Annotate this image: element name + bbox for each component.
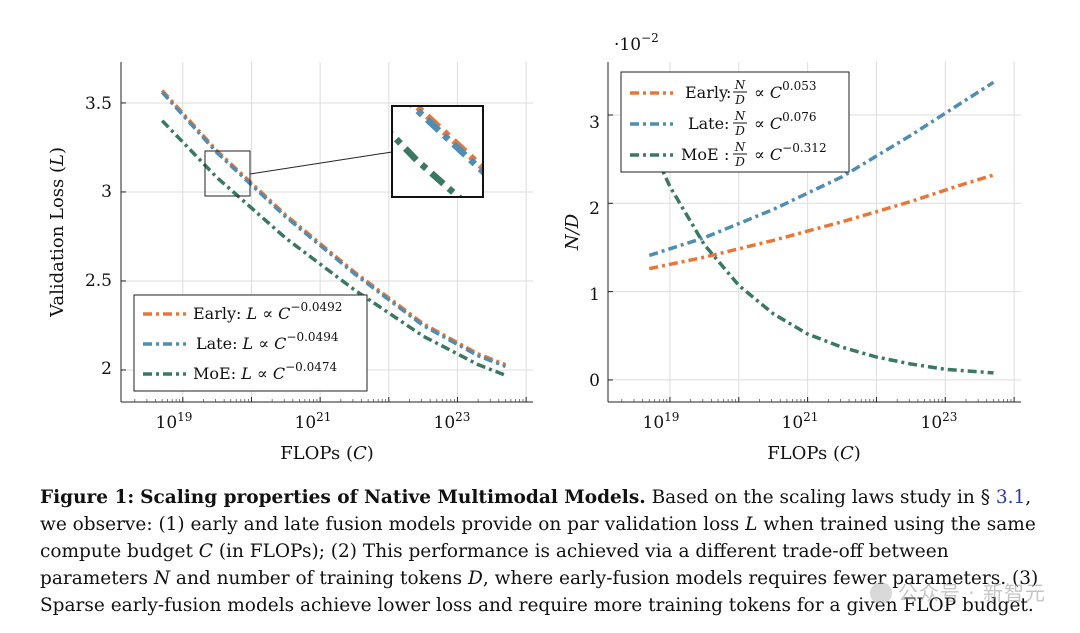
zoom-connector: [249, 151, 393, 175]
caption-var: N: [153, 568, 171, 589]
watermark: 公众号 · 新智元: [869, 577, 1046, 606]
nd-ytick-label: 3: [589, 113, 600, 133]
nd-series-lines: [647, 80, 995, 375]
loss-ytick-label: 3: [101, 182, 112, 202]
caption-text: , we observe: (1) early and late fusion …: [40, 487, 1032, 535]
nd-x-axis-label: FLOPs (C): [767, 443, 861, 464]
svg-text:N: N: [734, 109, 746, 123]
svg-text:N: N: [734, 140, 746, 154]
loss-y-axis-label: Validation Loss (L): [47, 147, 68, 318]
series-line-late: [160, 91, 507, 369]
nd-chart: ·10−2 3 2 1 0 1019 1021 1023 FLOPs (C) N…: [562, 31, 1021, 464]
loss-tick-marks: [121, 102, 527, 402]
nd-ytick-label: 1: [589, 285, 600, 305]
svg-text::: :: [724, 114, 729, 133]
caption-var: L: [745, 514, 758, 535]
caption-text: and number of training tokens: [170, 568, 469, 589]
svg-text:Late: Late: [688, 114, 724, 133]
nd-xtick-label: 1021: [782, 410, 819, 433]
legend-entry-late: Late : N D ∝ C0.076: [630, 109, 817, 138]
series-line-moe: [647, 140, 994, 375]
loss-chart: 3.5 3 2.5 2 1019 1021 1023 FLOPs (C) Val…: [47, 62, 533, 464]
loss-legend: Early: L ∝ C−0.0492 Late: L ∝ C−0.0494 M…: [133, 294, 368, 392]
legend-entry-moe: MoE : N D ∝ C−0.312: [630, 140, 827, 169]
figure-canvas: 3.5 3 2.5 2 1019 1021 1023 FLOPs (C) Val…: [47, 31, 1021, 464]
nd-grid: [608, 62, 1021, 402]
caption-var: C: [198, 541, 213, 562]
loss-ytick-label: 2: [101, 359, 112, 379]
nd-y-multiplier: ·10−2: [614, 31, 659, 55]
svg-text:D: D: [734, 93, 745, 107]
series-line-early: [648, 173, 995, 271]
svg-text::: :: [724, 145, 729, 164]
zoom-inset-frame: [391, 105, 484, 198]
nd-xtick-label: 1023: [921, 410, 958, 433]
nd-ytick-label: 2: [589, 199, 600, 219]
svg-text:Early: Early: [685, 83, 728, 102]
svg-text::: :: [726, 83, 731, 102]
legend-entry-early: Early : N D ∝ C0.053: [630, 78, 817, 107]
loss-xtick-label: 1021: [295, 410, 332, 433]
caption-text: (in FLOPs); (2) This performance is achi…: [40, 541, 949, 589]
nd-xtick-label: 1019: [643, 410, 680, 433]
loss-ytick-label: 3.5: [85, 94, 112, 114]
svg-text:MoE: MoE: [681, 145, 719, 164]
zoom-region-box: [204, 150, 251, 197]
caption-section-ref[interactable]: 3.1: [995, 487, 1026, 508]
svg-text:D: D: [734, 155, 745, 169]
caption-var: D: [468, 568, 483, 589]
nd-y-axis-label: N/D: [562, 213, 583, 251]
loss-x-axis-label: FLOPs (C): [280, 443, 374, 464]
nd-legend: Early : N D ∝ C0.053 Late : N D ∝ C0.076…: [620, 71, 850, 173]
svg-text:N: N: [734, 78, 746, 92]
legend-entry-moe: MoE: L ∝ C−0.0474: [143, 360, 337, 383]
caption-text: when trained using the same compute budg…: [40, 514, 1036, 562]
series-line-late: [648, 80, 995, 258]
wechat-icon: [869, 582, 892, 604]
svg-text:MoE: L ∝ C−0.0474: MoE: L ∝ C−0.0474: [193, 360, 337, 383]
loss-xtick-label: 1019: [156, 410, 193, 433]
nd-tick-marks: [608, 114, 1015, 402]
nd-ytick-label: 0: [589, 371, 600, 391]
caption-text: , where early-fusion models requires few…: [40, 568, 1039, 616]
caption-title: Scaling properties of Native Multimodal …: [140, 487, 646, 508]
svg-text:D: D: [734, 124, 745, 138]
figure-caption: Figure 1: Scaling properties of Native M…: [40, 484, 1040, 619]
svg-text:∝ C0.053: ∝ C0.053: [754, 79, 817, 102]
caption-figure-label: Figure 1:: [40, 487, 135, 508]
series-line-moe: [160, 119, 507, 377]
zoom-inset: [391, 105, 484, 198]
caption-text: Based on the scaling laws study in §: [645, 487, 996, 508]
loss-ytick-label: 2.5: [85, 271, 112, 291]
loss-xtick-label: 1023: [434, 410, 471, 433]
